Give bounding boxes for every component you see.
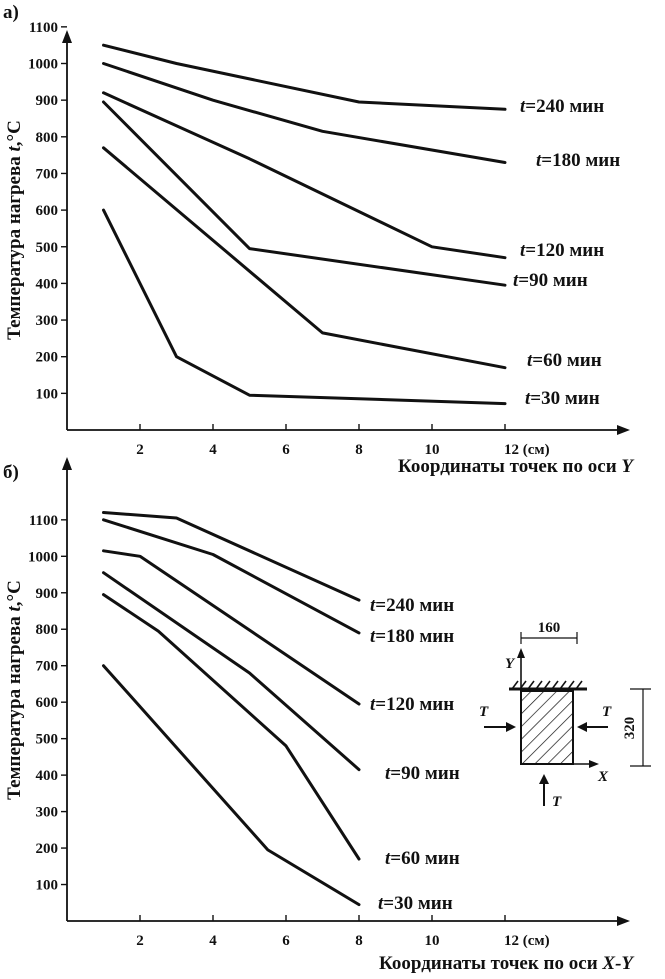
- x-axis-arrowhead: [617, 425, 630, 435]
- inset-x-axis-label: X: [597, 769, 609, 785]
- series-label-2: t=120 мин: [370, 694, 454, 715]
- series-line-3: [102, 100, 507, 287]
- y-tick-label: 700: [36, 166, 59, 182]
- series-label-3: t=90 мин: [385, 763, 460, 784]
- y-tick-label: 100: [36, 386, 59, 402]
- y-tick-label: 600: [36, 695, 59, 711]
- inset-x-arrowhead: [589, 760, 599, 768]
- x-axis-label: Координаты точек по оси Y: [398, 456, 635, 477]
- series-line-2: [102, 549, 361, 706]
- x-tick-label-12-unit: 12 (см): [504, 933, 550, 949]
- series-line-1: [102, 62, 507, 164]
- y-tick-label: 400: [36, 768, 59, 784]
- x-tick-label: 4: [209, 442, 217, 458]
- y-tick-label: 1100: [29, 513, 58, 529]
- y-tick-label: 600: [36, 203, 59, 219]
- series-line-5: [102, 208, 507, 406]
- x-axis-label: Координаты точек по оси X-Y: [379, 953, 635, 974]
- chart-panel-b: б) 100 200 300 400 500 600 700 800 900 1000 1100 2 4 6…: [3, 457, 635, 974]
- bottom-flux-label: T: [552, 794, 562, 810]
- inset-y-axis-label: Y: [505, 656, 516, 672]
- series-label-5: t=30 мин: [525, 388, 600, 409]
- y-tick-label: 300: [36, 313, 59, 329]
- x-tick-label: 2: [136, 933, 144, 949]
- panel-label: а): [3, 2, 19, 23]
- x-tick-label: 8: [355, 442, 363, 458]
- y-tick-label: 800: [36, 622, 59, 638]
- y-tick-label: 800: [36, 130, 59, 146]
- series-line-5: [102, 664, 361, 907]
- y-tick-label: 900: [36, 93, 59, 109]
- x-tick-label: 10: [425, 933, 440, 949]
- left-flux-label: T: [479, 704, 489, 720]
- x-tick-label: 8: [355, 933, 363, 949]
- y-tick-label: 1000: [28, 57, 58, 73]
- series-line-1: [102, 518, 361, 635]
- y-axis-arrowhead: [62, 30, 72, 43]
- x-tick-label: 6: [282, 442, 290, 458]
- x-tick-label: 2: [136, 442, 144, 458]
- section-rectangle: [520, 690, 574, 765]
- series-label-0: t=240 мин: [520, 96, 604, 117]
- series-label-1: t=180 мин: [536, 150, 620, 171]
- y-tick-label: 500: [36, 732, 59, 748]
- series-line-4: [102, 146, 507, 370]
- chart-panel-a: а) 100 200 300 400 500 600 700 800 900 1000 1100 2 4 6…: [3, 2, 635, 477]
- y-tick-label: 300: [36, 805, 59, 821]
- y-tick-label: 1000: [28, 549, 58, 565]
- x-tick-label: 6: [282, 933, 290, 949]
- series-label-4: t=60 мин: [527, 350, 602, 371]
- y-tick-label: 100: [36, 878, 59, 894]
- width-dimension-label: 160: [538, 620, 561, 636]
- y-tick-label: 200: [36, 841, 59, 857]
- y-tick-label: 900: [36, 586, 59, 602]
- y-tick-label: 1100: [29, 20, 58, 36]
- series-line-0: [102, 43, 507, 111]
- inset-y-arrowhead: [517, 648, 525, 658]
- series-label-3: t=90 мин: [513, 270, 588, 291]
- series-label-2: t=120 мин: [520, 240, 604, 261]
- y-axis-label: Температура нагрева t,°C: [4, 580, 25, 800]
- series-label-1: t=180 мин: [370, 626, 454, 647]
- series-label-4: t=60 мин: [385, 848, 460, 869]
- x-tick-label: 10: [425, 442, 440, 458]
- x-tick-label: 4: [209, 933, 217, 949]
- panel-label: б): [3, 462, 19, 483]
- series-label-0: t=240 мин: [370, 595, 454, 616]
- y-tick-label: 400: [36, 276, 59, 292]
- y-tick-label: 500: [36, 240, 59, 256]
- y-axis-label: Температура нагрева t,°C: [4, 120, 25, 340]
- height-dimension-label: 320: [622, 717, 638, 740]
- y-tick-label: 200: [36, 350, 59, 366]
- x-axis-arrowhead: [617, 916, 630, 926]
- y-axis-arrowhead: [62, 457, 72, 470]
- right-flux-label: T: [602, 704, 612, 720]
- series-line-2: [102, 91, 507, 260]
- x-tick-label-12-unit: 12 (см): [504, 442, 550, 458]
- cross-section-inset: Y X 160 320 T T T: [479, 620, 651, 810]
- y-tick-label: 700: [36, 659, 59, 675]
- series-line-4: [102, 593, 361, 861]
- series-label-5: t=30 мин: [378, 893, 453, 914]
- series-line-3: [102, 571, 361, 772]
- series-line-0: [102, 511, 361, 602]
